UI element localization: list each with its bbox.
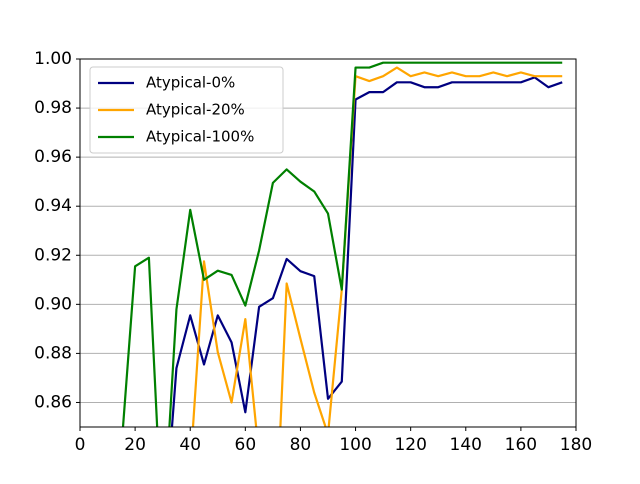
x-tick-label: 80 (290, 435, 312, 455)
y-tick-label: 1.00 (34, 49, 72, 69)
x-tick-label: 100 (339, 435, 371, 455)
x-tick-label: 180 (560, 435, 592, 455)
x-tick-label: 60 (235, 435, 257, 455)
y-tick-label: 0.88 (34, 343, 72, 363)
plot-frame (79, 58, 577, 428)
y-tick-label: 0.86 (34, 392, 72, 412)
legend-box (89, 66, 284, 154)
legend-label: Atypical-0% (146, 74, 235, 92)
x-tick-label: 140 (450, 435, 482, 455)
legend-label: Atypical-100% (146, 128, 254, 146)
series-line (170, 76, 563, 427)
x-tick-label: 120 (394, 435, 426, 455)
y-tick-label: 0.90 (34, 294, 72, 314)
x-tick-label: 160 (505, 435, 537, 455)
legend-label: Atypical-20% (146, 101, 245, 119)
y-tick-label: 0.98 (34, 98, 72, 118)
y-tick-label: 0.96 (34, 147, 72, 167)
series-line (121, 61, 563, 427)
x-tick-label: 40 (179, 435, 201, 455)
x-tick-label: 20 (124, 435, 146, 455)
series-line (191, 66, 563, 427)
y-tick-label: 0.94 (34, 196, 72, 216)
x-tick-label: 0 (75, 435, 86, 455)
y-tick-label: 0.92 (34, 245, 72, 265)
